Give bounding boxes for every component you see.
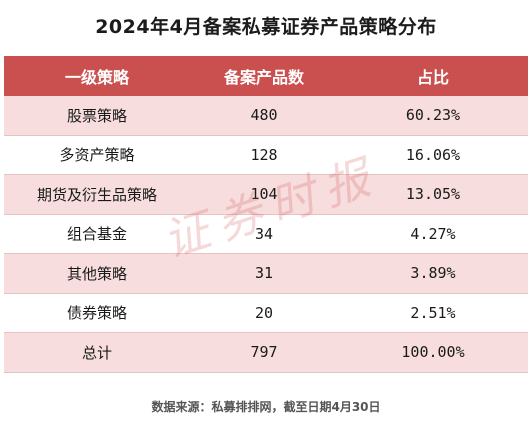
header-share: 占比 [416, 68, 449, 87]
page-title: 2024年4月备案私募证券产品策略分布 [95, 16, 437, 38]
row-strategy: 组合基金 [66, 225, 127, 244]
row-count: 34 [254, 224, 274, 243]
header-strategy: 一级策略 [64, 68, 129, 87]
row-count: 797 [250, 343, 278, 362]
table-row-total: 总计 797 100.00% [4, 333, 528, 373]
row-share: 16.06% [405, 145, 461, 164]
row-strategy: 期货及衍生品策略 [36, 185, 157, 204]
table-row: 其他策略 31 3.89% [4, 254, 528, 294]
strategy-table: 一级策略 备案产品数 占比 股票策略 480 60.23% 多资产策略 128 … [4, 56, 528, 373]
row-strategy: 股票策略 [66, 106, 127, 125]
row-count: 104 [250, 185, 278, 204]
table-row: 多资产策略 128 16.06% [4, 135, 528, 175]
row-share: 4.27% [410, 224, 456, 243]
row-share: 60.23% [405, 106, 461, 125]
data-source-note: 数据来源：私募排排网，截至日期4月30日 [151, 400, 381, 414]
row-share: 2.51% [410, 303, 456, 322]
row-share: 3.89% [410, 264, 456, 283]
row-strategy: 多资产策略 [59, 146, 135, 165]
table-row: 债券策略 20 2.51% [4, 293, 528, 333]
table-row: 期货及衍生品策略 104 13.05% [4, 175, 528, 215]
row-share: 13.05% [405, 185, 461, 204]
row-strategy: 总计 [81, 343, 112, 362]
header-count: 备案产品数 [223, 68, 304, 87]
row-count: 31 [254, 264, 274, 283]
table-header-row: 一级策略 备案产品数 占比 [4, 56, 528, 96]
row-count: 128 [250, 145, 278, 164]
row-count: 20 [254, 303, 274, 322]
row-share: 100.00% [401, 343, 465, 362]
row-strategy: 债券策略 [66, 304, 127, 323]
row-count: 480 [250, 106, 278, 125]
table-row: 组合基金 34 4.27% [4, 214, 528, 254]
row-strategy: 其他策略 [66, 264, 127, 283]
table-row: 股票策略 480 60.23% [4, 96, 528, 136]
